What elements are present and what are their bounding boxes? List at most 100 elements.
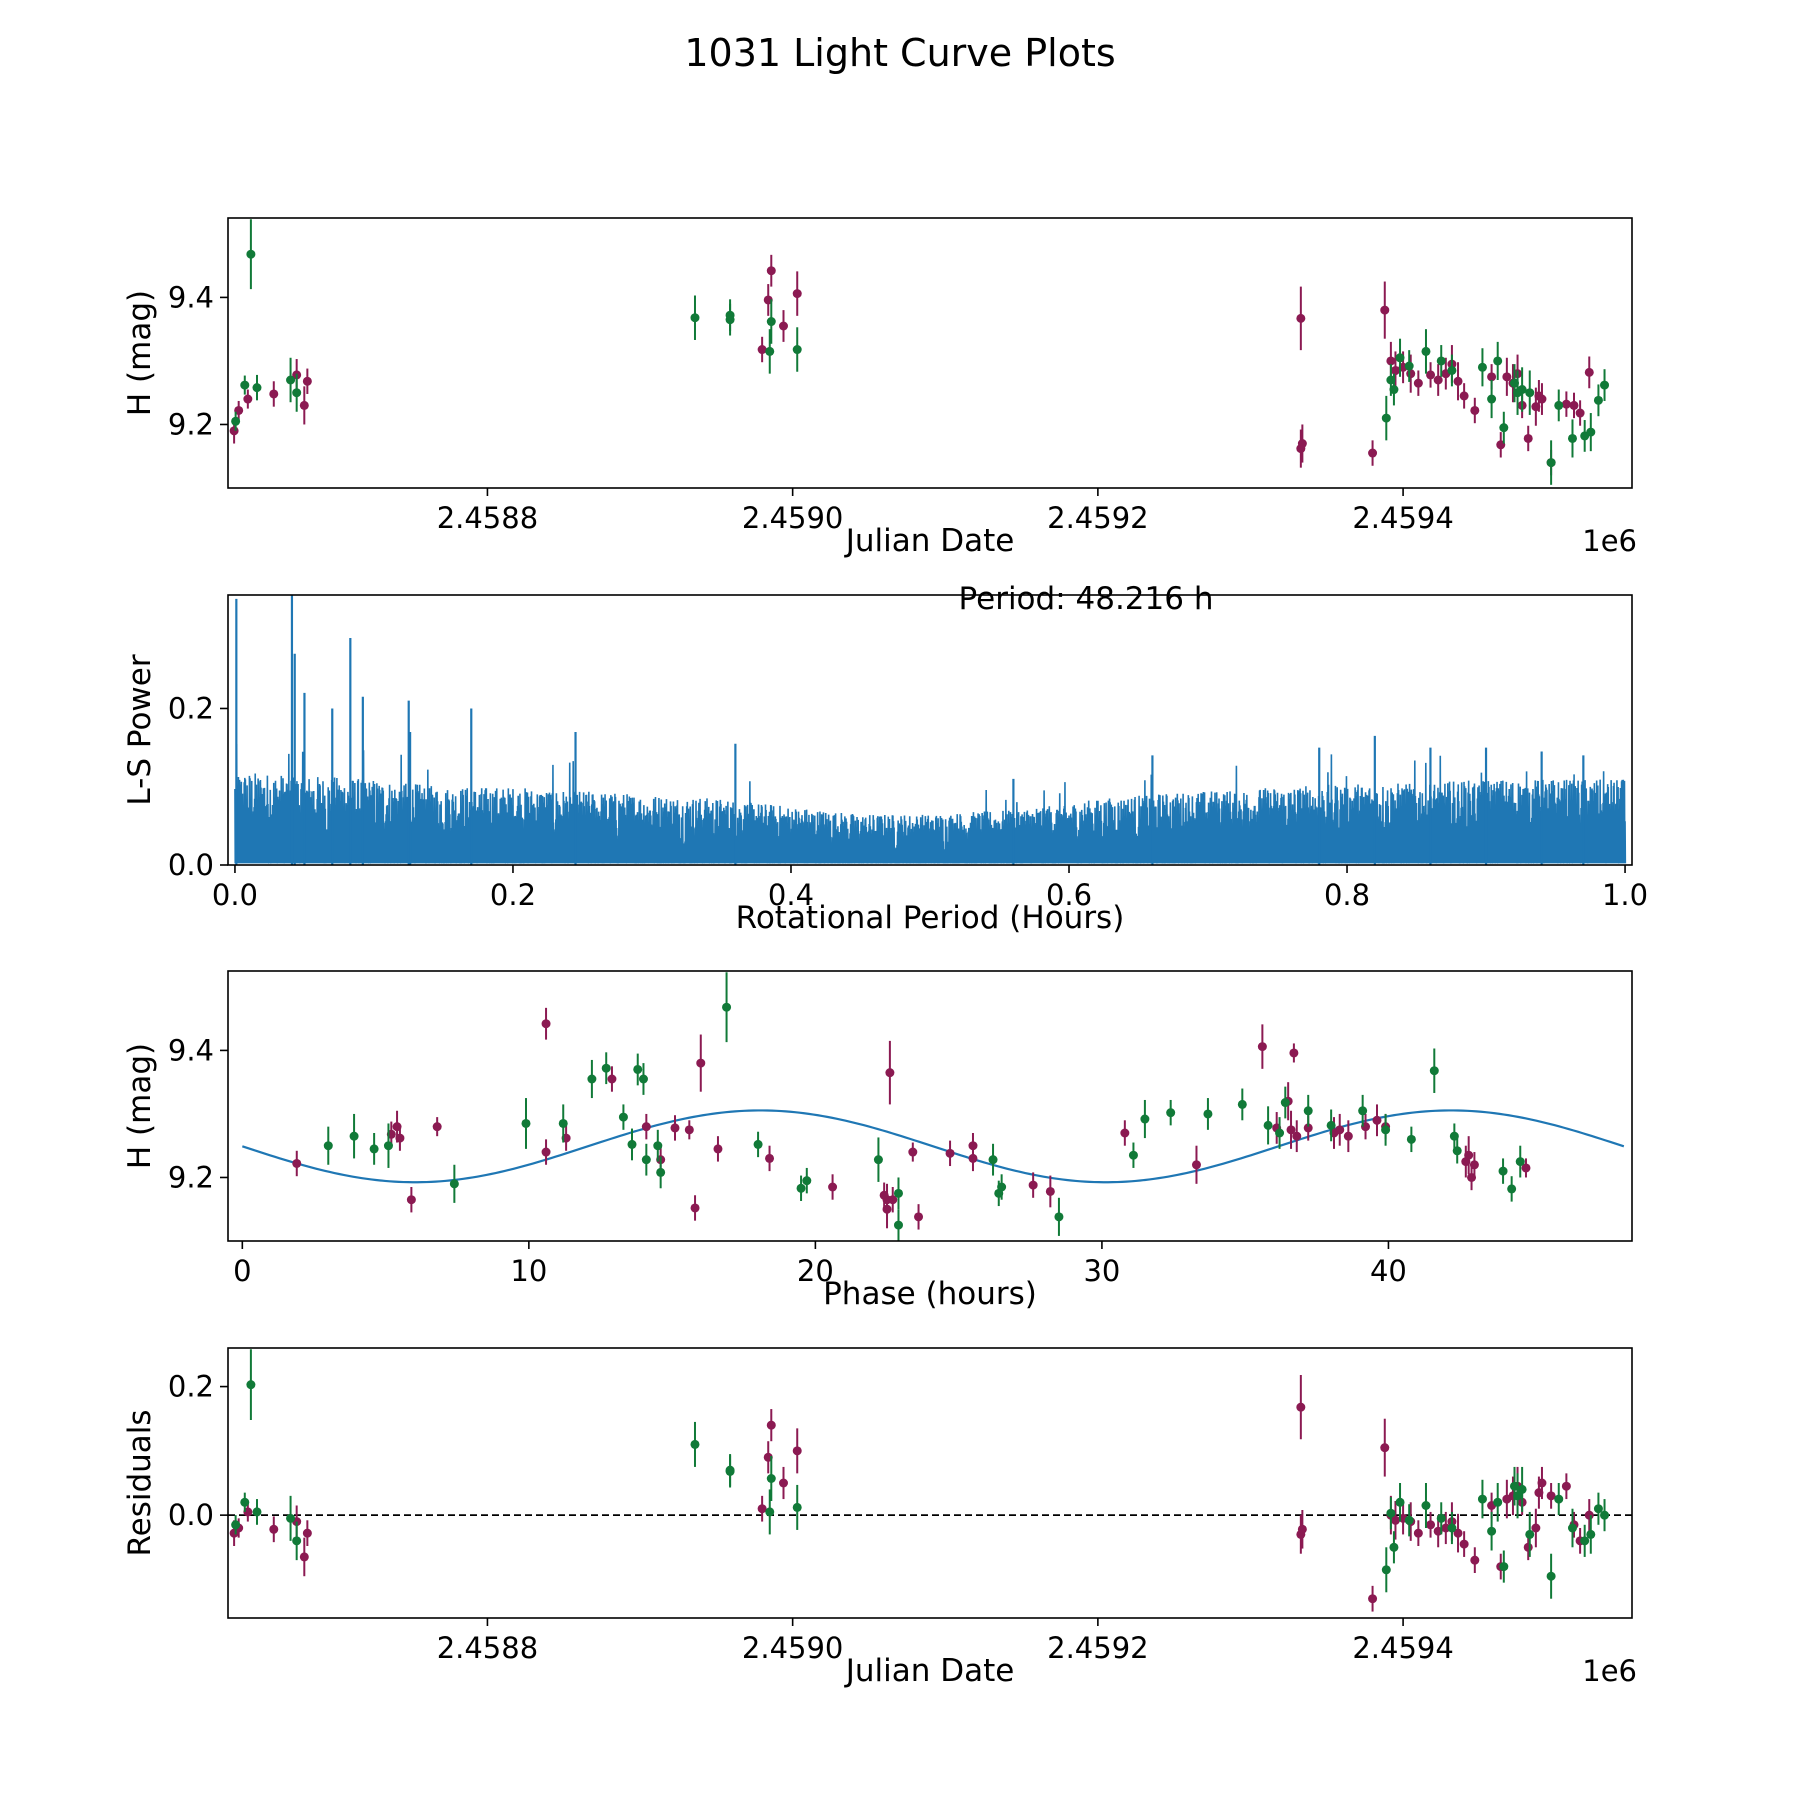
lightcurve-point-green [1600, 380, 1610, 390]
lightcurve-point-purple [1502, 372, 1512, 382]
phased-point-green [1515, 1157, 1525, 1167]
residuals-point-purple [778, 1478, 788, 1488]
lightcurve-point-purple [269, 389, 279, 399]
lightcurve-point-purple [1470, 405, 1480, 415]
lightcurve-point-green [1586, 427, 1596, 437]
phased-point-purple [1469, 1160, 1479, 1170]
phased-point-purple [690, 1203, 700, 1213]
lightcurve-point-green [1567, 433, 1577, 443]
residuals-point-purple [1531, 1523, 1541, 1533]
lightcurve-point-purple [299, 400, 309, 410]
lightcurve-point-purple [1386, 356, 1396, 366]
residuals-point-green [231, 1520, 241, 1530]
lightcurve-point-green [1395, 353, 1405, 363]
phased-point-green [641, 1155, 651, 1165]
phased-point-green [1507, 1184, 1517, 1194]
lightcurve-xlabel: Julian Date [844, 523, 1015, 559]
phased-point-green [633, 1064, 643, 1074]
periodogram-xtick-label: 0.2 [490, 878, 536, 912]
phased-point-green [558, 1118, 568, 1128]
residuals-point-green [725, 1465, 735, 1475]
lightcurve-panel: Julian Date H (mag) 1e6 2.4588 2.4590 2.45… [122, 217, 1637, 559]
phased-point-purple [432, 1122, 442, 1132]
residuals-point-green [766, 1474, 776, 1483]
phased-point-green [1406, 1134, 1416, 1144]
phased-point-purple [1028, 1180, 1038, 1190]
residuals-point-purple [1296, 1402, 1306, 1412]
lightcurve-point-green [231, 416, 241, 426]
lightcurve-point-purple [1426, 370, 1436, 380]
lightcurve-point-purple [1453, 376, 1463, 386]
phased-point-purple [1372, 1115, 1382, 1125]
residuals-point-purple [1523, 1542, 1533, 1552]
period-annotation: Period: 48.216 h [959, 581, 1214, 617]
phased-point-green [1498, 1166, 1508, 1176]
phased-point-purple [888, 1195, 898, 1205]
lightcurve-ylabel: H (mag) [122, 290, 158, 416]
residuals-panel: Julian Date Residuals 1e6 2.4588 2.4590 2.… [122, 1347, 1637, 1689]
residuals-point-green [1525, 1529, 1535, 1539]
residuals-point-purple [1453, 1528, 1463, 1538]
lightcurve-point-green [246, 249, 256, 259]
phased-point-green [656, 1167, 666, 1177]
phased-point-green [1166, 1108, 1176, 1118]
lightcurve-point-purple [1523, 433, 1533, 443]
residuals-point-purple [302, 1528, 312, 1538]
phased-frame [227, 970, 1633, 1242]
lightcurve-point-green [766, 317, 776, 327]
residuals-point-purple [1470, 1555, 1480, 1565]
phased-point-green [601, 1063, 611, 1073]
phased-point-green [1452, 1146, 1462, 1156]
lightcurve-point-purple [1569, 400, 1579, 410]
residuals-point-green [1436, 1513, 1446, 1523]
phased-point-purple [1335, 1125, 1345, 1135]
phased-point-green [618, 1112, 628, 1122]
phased-point-green [893, 1220, 903, 1230]
lightcurve-point-green [1381, 413, 1391, 423]
periodogram-xtick-label: 1.0 [1602, 878, 1648, 912]
residuals-point-purple [757, 1504, 767, 1514]
phased-point-green [997, 1182, 1007, 1192]
periodogram-panel: Rotational Period (Hours) L-S Power Peri… [122, 581, 1648, 936]
lightcurve-point-green [1493, 356, 1503, 366]
lightcurve-point-purple [792, 289, 802, 299]
phased-point-purple [1521, 1163, 1531, 1173]
residuals-plot-area [228, 1349, 1632, 1612]
residuals-point-green [1421, 1501, 1431, 1510]
lightcurve-point-purple [1433, 375, 1443, 385]
phased-point-green [349, 1131, 359, 1141]
lightcurve-point-purple [1487, 372, 1497, 382]
lightcurve-point-green [1525, 388, 1535, 398]
lightcurve-point-green [792, 345, 802, 355]
periodogram-ytick-label: 0.2 [168, 691, 214, 725]
lightcurve-point-green [1499, 423, 1509, 433]
figure-title: 1031 Light Curve Plots [684, 31, 1115, 75]
lightcurve-offset-label: 1e6 [1582, 524, 1637, 558]
lightcurve-xtick-label: 2.4594 [1352, 501, 1453, 535]
phased-point-green [753, 1139, 763, 1149]
phased-point-green [722, 1002, 732, 1012]
lightcurve-point-green [1436, 356, 1446, 366]
lightcurve-point-purple [757, 345, 767, 355]
residuals-point-green [252, 1507, 262, 1517]
residuals-point-purple [1561, 1481, 1571, 1491]
residuals-point-green [1381, 1565, 1391, 1575]
phased-point-purple [1120, 1128, 1130, 1138]
phased-point-purple [1292, 1131, 1302, 1141]
phased-point-purple [292, 1158, 302, 1168]
residuals-point-green [792, 1502, 802, 1512]
phased-point-purple [885, 1068, 895, 1078]
periodogram-xtick-label: 0.0 [212, 878, 258, 912]
phased-point-purple [1191, 1160, 1201, 1170]
periodogram-xtick-label: 0.4 [768, 878, 814, 912]
phased-point-purple [1045, 1186, 1055, 1196]
phased-point-purple [684, 1125, 694, 1135]
residuals-point-green [1389, 1542, 1399, 1552]
phased-point-green [1303, 1106, 1313, 1116]
phased-ylabel: H (mag) [122, 1043, 158, 1169]
lightcurve-xtick-label: 2.4588 [437, 501, 538, 535]
residuals-point-purple [1413, 1528, 1423, 1538]
residuals-point-green [1546, 1571, 1556, 1581]
residuals-point-green [1586, 1529, 1596, 1539]
